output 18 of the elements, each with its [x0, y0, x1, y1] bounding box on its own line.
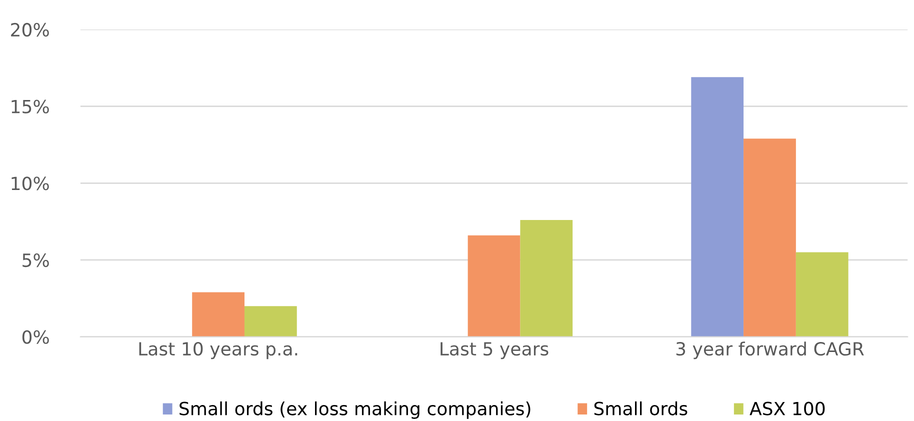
x-tick-label: Last 5 years [440, 342, 548, 360]
bar [520, 220, 573, 337]
bar [192, 292, 244, 337]
legend-label: Small ords (ex loss making companies) [180, 401, 530, 419]
bar [468, 235, 520, 337]
y-tick-label: 10% [12, 176, 49, 190]
y-tick-label: 5% [22, 253, 49, 268]
legend-label: ASX 100 [750, 402, 825, 416]
bar [796, 252, 848, 337]
legend-label: Small ords [594, 401, 688, 416]
bar [691, 77, 744, 337]
y-tick-label: 15% [12, 100, 49, 114]
bar [244, 306, 297, 337]
bar [744, 138, 796, 337]
x-tick-label: Last 10 years p.a. [139, 342, 298, 360]
y-tick-label: 20% [11, 22, 49, 37]
y-tick-label: 0% [22, 330, 49, 344]
x-tick-label: 3 year forward CAGR [676, 342, 864, 360]
